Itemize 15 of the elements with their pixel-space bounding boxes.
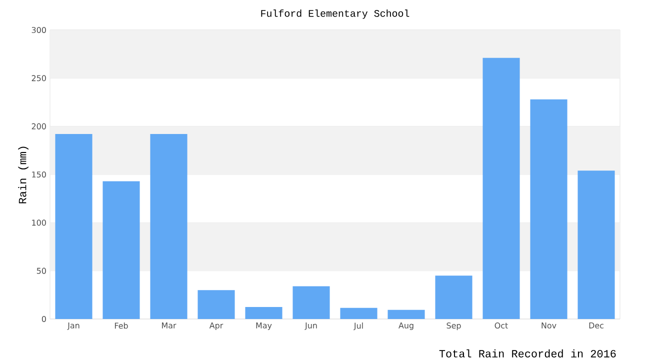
bar (55, 134, 92, 320)
text: Total Rain Recorded in 2016 (439, 349, 616, 358)
bar (150, 134, 188, 320)
bar (245, 307, 282, 320)
bar (530, 99, 568, 320)
bar (102, 181, 140, 320)
bar (482, 58, 520, 320)
bar (435, 276, 472, 320)
y-axis-title: Rain (mm) (18, 146, 28, 204)
bar (340, 308, 378, 320)
bar (292, 286, 330, 320)
bar (198, 290, 235, 320)
bar (388, 310, 425, 320)
bar (578, 170, 615, 320)
chart-title: Fulford Elementary School (261, 10, 410, 19)
